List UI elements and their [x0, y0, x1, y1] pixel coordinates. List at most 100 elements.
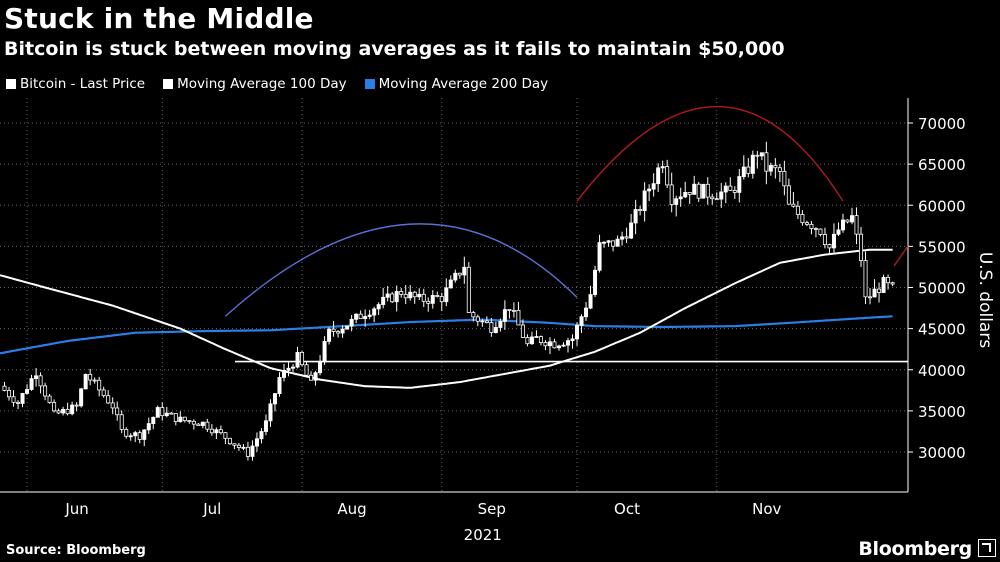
- candle-body: [173, 413, 178, 423]
- candle-body: [480, 320, 485, 323]
- candle-body: [300, 351, 305, 366]
- candle-body: [538, 336, 543, 343]
- candle-body: [245, 446, 250, 457]
- candle-body: [92, 379, 97, 382]
- candle-body: [457, 272, 462, 276]
- candle-body: [669, 184, 674, 205]
- legend-item-price: Bitcoin - Last Price: [6, 76, 145, 92]
- candle-body: [750, 154, 755, 174]
- candle-body: [484, 320, 489, 323]
- candle-body: [737, 176, 742, 193]
- y-tick-label: 30000: [918, 444, 966, 462]
- candle-body: [656, 167, 661, 185]
- candle-body: [286, 367, 291, 371]
- candle-body: [272, 393, 277, 405]
- candle-body: [647, 188, 652, 192]
- candle-body: [890, 282, 895, 285]
- candle-body: [354, 313, 359, 320]
- candle-body: [872, 288, 877, 298]
- candle-body: [38, 375, 43, 387]
- candle-body: [462, 266, 467, 276]
- candle-body: [133, 432, 138, 437]
- candle-body: [674, 198, 679, 205]
- candle-body: [65, 408, 70, 415]
- candle-body: [263, 420, 268, 432]
- candle-body: [831, 233, 836, 249]
- candle-body: [777, 167, 782, 172]
- candle-body: [295, 351, 300, 368]
- y-tick-label: 40000: [918, 362, 966, 380]
- candle-body: [178, 416, 183, 423]
- candle-body: [128, 435, 133, 438]
- candle-body: [56, 410, 61, 414]
- candle-body: [200, 421, 205, 426]
- arc-red-uptick: [893, 245, 909, 267]
- candle-body: [390, 293, 395, 303]
- candle-body: [394, 291, 399, 303]
- candle-body: [516, 310, 521, 326]
- candle-body: [47, 395, 52, 403]
- candle-body: [773, 165, 778, 169]
- candle-body: [160, 407, 165, 417]
- candle-body: [552, 341, 557, 349]
- candle-body: [435, 295, 440, 297]
- candle-body: [859, 233, 864, 262]
- candle-body: [268, 403, 273, 422]
- candle-body: [678, 196, 683, 200]
- candle-body: [345, 325, 350, 330]
- candle-body: [719, 191, 724, 200]
- candle-body: [52, 402, 57, 412]
- candle-body: [241, 446, 246, 449]
- candle-body: [606, 240, 611, 243]
- candle-body: [660, 166, 665, 169]
- candle-body: [764, 152, 769, 172]
- candle-body: [822, 234, 827, 245]
- candle-body: [687, 192, 692, 195]
- candle-body: [692, 183, 697, 195]
- candle-body: [20, 393, 25, 404]
- candle-body: [376, 304, 381, 310]
- arc-blue: [224, 223, 578, 317]
- candle-body: [169, 412, 174, 415]
- candle-body: [29, 378, 34, 390]
- candle-body: [534, 336, 539, 338]
- x-tick-label: Nov: [752, 500, 781, 518]
- candle-body: [615, 238, 620, 247]
- candle-body: [88, 373, 93, 381]
- candle-body: [782, 170, 787, 187]
- candle-body: [570, 338, 575, 342]
- candle-body: [850, 215, 855, 223]
- chart-title: Stuck in the Middle: [4, 2, 314, 35]
- candle-body: [336, 331, 341, 334]
- candle-body: [651, 183, 656, 190]
- candle-body: [187, 420, 192, 423]
- candle-body: [196, 423, 201, 426]
- candle-body: [426, 300, 431, 304]
- chart-subtitle: Bitcoin is stuck between moving averages…: [4, 38, 785, 60]
- candle-body: [408, 291, 413, 299]
- candle-body: [25, 389, 30, 394]
- candle-body: [151, 416, 156, 424]
- candle-body: [331, 328, 336, 332]
- candle-body: [223, 432, 228, 439]
- candle-body: [322, 340, 327, 362]
- candle-body: [372, 308, 377, 316]
- candle-body: [809, 223, 814, 229]
- x-tick-label: Aug: [337, 500, 366, 518]
- candle-body: [575, 325, 580, 340]
- y-tick-label: 55000: [918, 238, 966, 256]
- candle-body: [115, 407, 120, 416]
- candle-body: [710, 196, 715, 200]
- candle-body: [214, 429, 219, 434]
- candle-body: [868, 296, 873, 299]
- candle-body: [448, 279, 453, 289]
- candle-body: [358, 313, 363, 320]
- candle-body: [444, 287, 449, 303]
- candle-body: [466, 266, 471, 313]
- candle-body: [804, 222, 809, 225]
- legend-swatch-ma200: [364, 79, 375, 89]
- candle-body: [318, 360, 323, 374]
- candle-body: [164, 412, 169, 417]
- candle-body: [507, 309, 512, 311]
- candle-body: [502, 309, 507, 322]
